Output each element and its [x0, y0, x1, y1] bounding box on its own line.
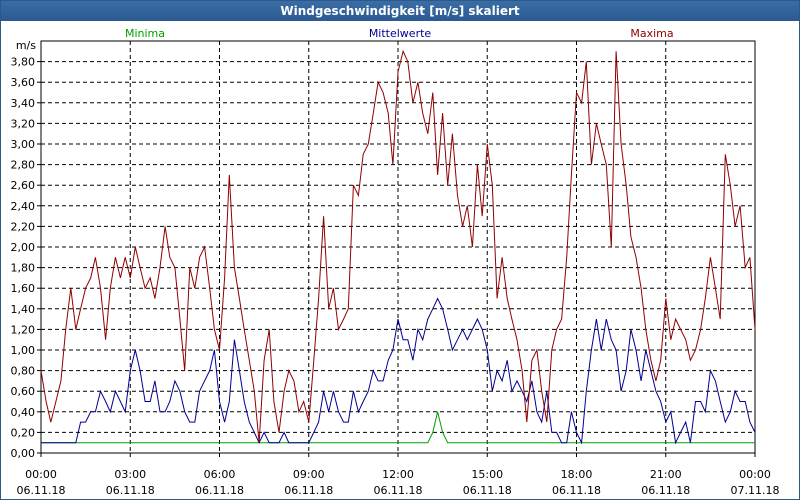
y-tick-label: 0,00 [11, 447, 36, 460]
x-tick-date-label: 06.11.18 [284, 484, 333, 497]
series-line-mittelwerte [41, 297, 756, 445]
y-tick-label: 1,60 [11, 282, 36, 295]
x-tick-date-label: 06.11.18 [374, 484, 423, 497]
chart-grid [41, 41, 755, 453]
legend-minima: Minima [125, 27, 165, 40]
x-tick-time-label: 15:00 [471, 468, 503, 481]
series-line-maxima [40, 49, 756, 443]
y-tick-label: 0,80 [11, 365, 36, 378]
x-tick-date-label: 06.11.18 [463, 484, 512, 497]
y-tick-label: 1,40 [11, 303, 36, 316]
y-tick-label: 3,80 [11, 56, 36, 69]
y-tick-label: 2,80 [11, 159, 36, 172]
x-tick-date-label: 06.11.18 [552, 484, 601, 497]
x-tick-date-label: 06.11.18 [195, 484, 244, 497]
y-tick-label: 3,60 [11, 76, 36, 89]
x-tick-date-label: 06.11.18 [641, 484, 690, 497]
y-tick-label: 1,80 [11, 262, 36, 275]
y-tick-label: 1,20 [11, 323, 36, 336]
y-axis-unit-label: m/s [16, 39, 36, 52]
x-tick-date-label: 06.11.18 [17, 484, 66, 497]
y-tick-label: 0,20 [11, 426, 36, 439]
window-title: Windgeschwindigkeit [m/s] skaliert [1, 1, 799, 21]
y-tick-label: 2,40 [11, 200, 36, 213]
y-tick-label: 3,40 [11, 97, 36, 110]
x-tick-time-label: 00:00 [739, 468, 771, 481]
x-tick-time-label: 03:00 [114, 468, 146, 481]
x-tick-time-label: 06:00 [204, 468, 236, 481]
x-tick-time-label: 18:00 [561, 468, 593, 481]
legend-mittelwerte: Mittelwerte [369, 27, 432, 40]
x-tick-time-label: 12:00 [382, 468, 414, 481]
x-tick-date-label: 07.11.18 [731, 484, 780, 497]
y-tick-label: 3,20 [11, 117, 36, 130]
x-tick-time-label: 00:00 [25, 468, 57, 481]
y-tick-label: 2,60 [11, 179, 36, 192]
y-tick-label: 0,60 [11, 385, 36, 398]
x-tick-date-label: 06.11.18 [106, 484, 155, 497]
y-tick-label: 1,00 [11, 344, 36, 357]
legend-maxima: Maxima [630, 27, 673, 40]
x-tick-time-label: 21:00 [650, 468, 682, 481]
y-tick-label: 2,20 [11, 220, 36, 233]
x-tick-time-label: 09:00 [293, 468, 325, 481]
chart-axes: 0,00 0,20 0,40 0,60 0,80 1,00 1,20 1,40 1,60 1,80… [11, 40, 780, 497]
chart-series [40, 49, 756, 445]
y-tick-label: 2,00 [11, 241, 36, 254]
y-tick-label: 3,00 [11, 138, 36, 151]
series-line-minima [41, 411, 755, 444]
y-tick-label: 0,40 [11, 406, 36, 419]
